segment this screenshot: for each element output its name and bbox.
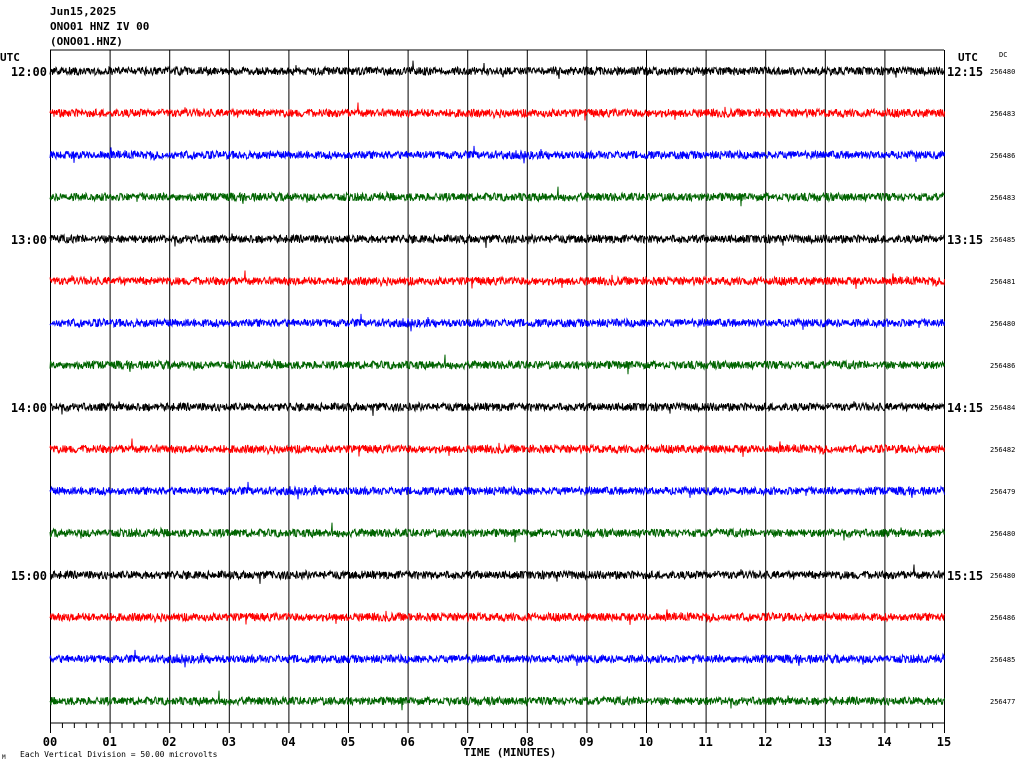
x-tick-label: 08 (520, 735, 534, 749)
x-tick-label: 15 (937, 735, 951, 749)
station-label: ONO01 HNZ IV 00 (50, 20, 150, 33)
scale-note: Each Vertical Division = 50.00 microvolt… (20, 750, 218, 759)
x-tick-label: 09 (579, 735, 593, 749)
footer-marker: M (2, 754, 6, 761)
trace-line (49, 481, 945, 500)
x-tick-label: 11 (698, 735, 712, 749)
x-tick-label: 14 (877, 735, 891, 749)
x-tick-label: 00 (43, 735, 57, 749)
trace-line (49, 522, 945, 543)
dc-value: 256480 (990, 530, 1015, 538)
dc-value: 256485 (990, 656, 1015, 664)
dc-value: 256480 (990, 68, 1015, 76)
x-tick-label: 01 (102, 735, 116, 749)
left-utc-title: UTC (0, 51, 20, 64)
right-hour-label: 14:15 (947, 401, 983, 415)
left-hour-label: 12:00 (11, 65, 47, 79)
dc-value: 256483 (990, 110, 1015, 118)
grid-lines (50, 49, 945, 733)
dc-value: 256483 (990, 194, 1015, 202)
dc-value: 256486 (990, 362, 1015, 370)
trace-line (49, 186, 945, 207)
x-tick-label: 06 (400, 735, 414, 749)
dc-value: 256482 (990, 446, 1015, 454)
right-hour-label: 12:15 (947, 65, 983, 79)
channel-label: (ONO01.HNZ) (50, 35, 123, 48)
dc-value: 256477 (990, 698, 1015, 706)
left-hour-label: 14:00 (11, 401, 47, 415)
seismic-traces (49, 60, 945, 711)
x-tick-label: 07 (460, 735, 474, 749)
trace-line (49, 564, 945, 584)
trace-line (49, 438, 945, 457)
dc-value: 256481 (990, 278, 1015, 286)
dc-value: 256479 (990, 488, 1015, 496)
dc-value: 256485 (990, 236, 1015, 244)
trace-line (49, 145, 945, 164)
x-tick-label: 05 (341, 735, 355, 749)
right-hour-label: 13:15 (947, 233, 983, 247)
left-hour-label: 13:00 (11, 233, 47, 247)
dc-value: 256480 (990, 572, 1015, 580)
dc-value: 256486 (990, 614, 1015, 622)
x-tick-label: 13 (818, 735, 832, 749)
right-utc-title: UTC (958, 51, 978, 64)
trace-line (49, 313, 945, 332)
x-tick-label: 12 (758, 735, 772, 749)
dc-value: 256480 (990, 320, 1015, 328)
right-hour-label: 15:15 (947, 569, 983, 583)
x-tick-label: 02 (162, 735, 176, 749)
trace-line (49, 609, 945, 625)
dc-value: 256486 (990, 152, 1015, 160)
trace-line (49, 102, 945, 121)
axis-labels: 00 01 02 03 04 05 06 07 08 09 10 11 12 13 14 15 TIME (MI… (0, 51, 1015, 761)
trace-line (49, 270, 945, 289)
x-tick-label: 03 (222, 735, 236, 749)
trace-line (49, 232, 945, 248)
date-label: Jun15,2025 (50, 5, 117, 18)
left-hour-label: 15:00 (11, 569, 47, 583)
trace-line (49, 354, 945, 375)
trace-line (49, 60, 945, 79)
dc-title: DC (999, 51, 1007, 59)
trace-line (49, 649, 945, 668)
x-tick-label: 04 (281, 735, 295, 749)
dc-value: 256484 (990, 404, 1015, 412)
x-axis-label: TIME (MINUTES) (464, 746, 557, 759)
x-tick-label: 10 (639, 735, 653, 749)
trace-line (49, 400, 945, 416)
trace-line (49, 690, 945, 711)
